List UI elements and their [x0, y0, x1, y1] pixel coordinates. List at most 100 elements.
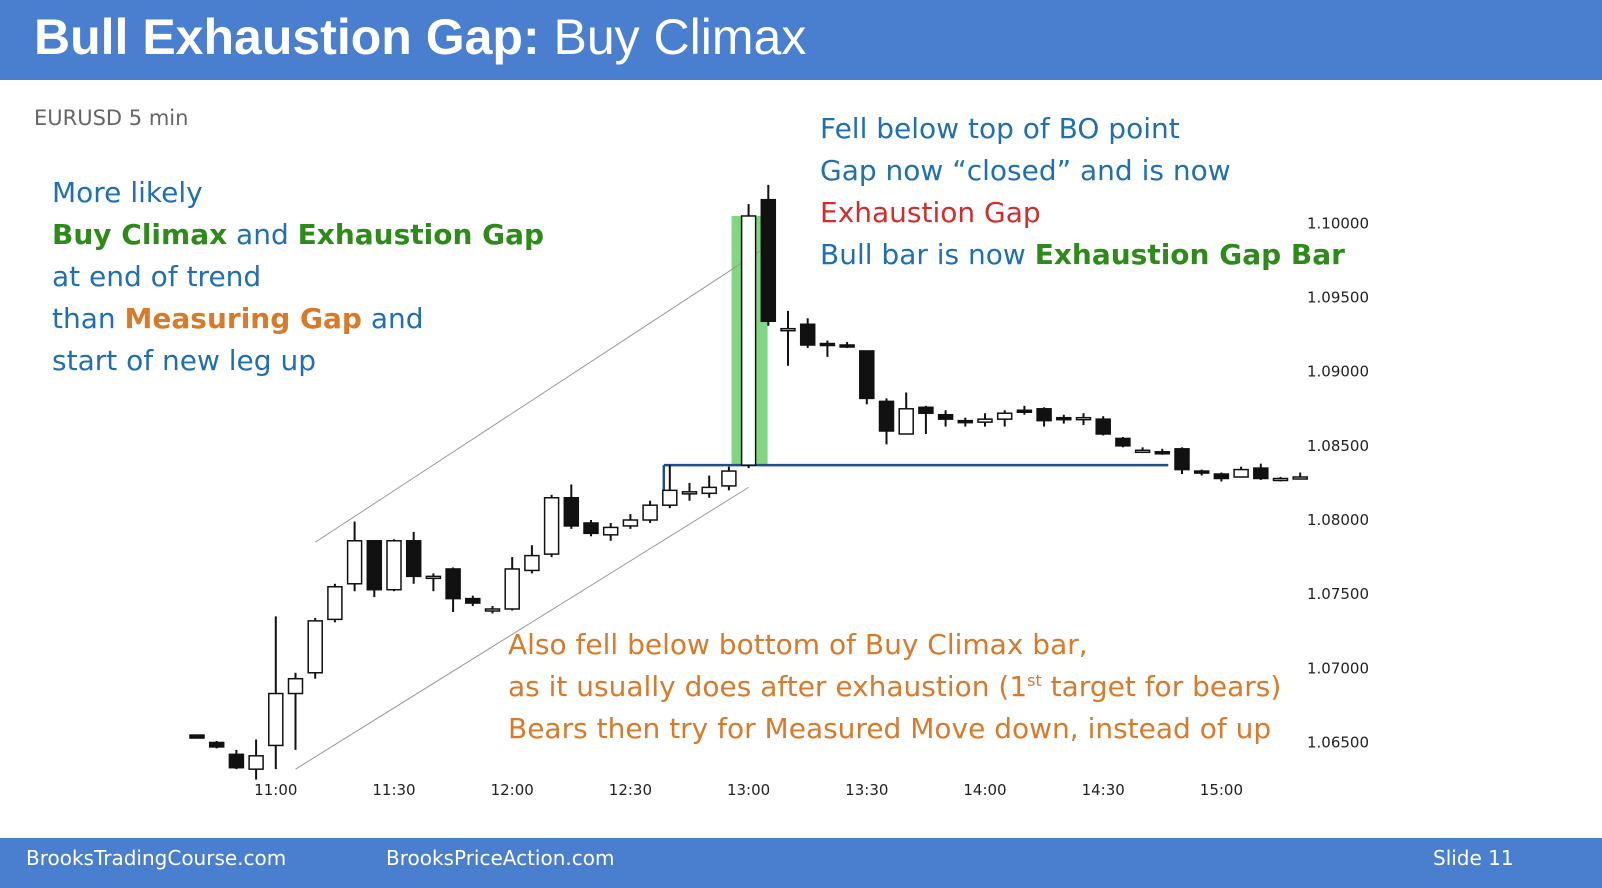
- y-tick-label: 1.08500: [1307, 437, 1369, 455]
- bull-candle: [504, 568, 520, 610]
- bottom-note-line-2-b: target for bears): [1041, 670, 1282, 703]
- bull-candle: [662, 489, 678, 506]
- left-note-line-3: at end of trend: [52, 260, 262, 293]
- left-note-line-4: than Measuring Gap and: [52, 298, 544, 340]
- exhaustion-gap-bar-term: Exhaustion Gap Bar: [1034, 238, 1345, 271]
- x-tick-label: 11:00: [254, 781, 297, 799]
- bull-candle: [1075, 416, 1092, 421]
- x-tick-label: 15:00: [1200, 781, 1243, 799]
- x-tick-label: 11:30: [372, 781, 415, 799]
- bull-candle: [996, 412, 1013, 420]
- title-bar: Bull Exhaustion Gap: Buy Climax: [0, 0, 1602, 80]
- y-tick-label: 1.06500: [1307, 733, 1369, 751]
- right-note-prefix: Bull bar is now: [820, 238, 1035, 271]
- y-tick-label: 1.09000: [1307, 363, 1369, 381]
- bear-candle: [1095, 418, 1111, 435]
- exhaustion-gap-term: Exhaustion Gap: [297, 218, 545, 251]
- right-note-line-2: Gap now “closed” and is now: [820, 154, 1231, 187]
- bull-candle: [602, 526, 619, 536]
- x-tick-label: 14:30: [1082, 781, 1125, 799]
- bottom-note-line-1: Also fell below bottom of Buy Climax bar…: [508, 628, 1088, 661]
- chart-symbol-label: EURUSD 5 min: [34, 106, 189, 130]
- bull-candle: [287, 677, 304, 695]
- right-note-line-1: Fell below top of BO point: [820, 112, 1180, 145]
- bull-candle: [701, 486, 717, 495]
- right-note-line-3: Exhaustion Gap: [820, 196, 1041, 229]
- x-tick-label: 13:00: [727, 781, 770, 799]
- bull-candle: [1272, 477, 1289, 482]
- bull-candle: [1292, 476, 1308, 480]
- x-tick-label: 12:00: [491, 781, 534, 799]
- bear-candle: [208, 741, 225, 748]
- bear-candle: [563, 497, 580, 527]
- bear-candle: [1193, 470, 1210, 474]
- bear-candle: [799, 323, 816, 346]
- bear-candle: [366, 540, 383, 591]
- bottom-note-line-3: Bears then try for Measured Move down, i…: [508, 712, 1272, 745]
- bear-candle: [760, 198, 777, 323]
- y-tick-label: 1.07000: [1307, 659, 1369, 677]
- bear-candle: [189, 734, 205, 739]
- bull-candle: [740, 215, 757, 466]
- x-tick-label: 14:00: [963, 781, 1006, 799]
- bear-candle: [583, 522, 599, 535]
- bull-candle: [268, 692, 284, 747]
- bull-candle: [484, 608, 501, 612]
- bear-candle: [839, 344, 855, 348]
- trend-channel-line-upper: [314, 245, 769, 543]
- bull-candle: [681, 491, 698, 495]
- bull-candle: [642, 504, 658, 521]
- bear-candle: [1115, 437, 1131, 447]
- bear-candle: [465, 597, 481, 604]
- footer-site-link[interactable]: BrooksPriceAction.com: [386, 846, 615, 870]
- bear-candle: [1056, 416, 1072, 421]
- bull-candle: [386, 540, 402, 591]
- bear-candle: [957, 419, 974, 424]
- right-annotation: Fell below top of BO point Gap now “clos…: [820, 108, 1345, 276]
- left-annotation: More likely Buy Climax and Exhaustion Ga…: [52, 172, 544, 382]
- bear-candle: [405, 540, 422, 578]
- left-note-and-2: and: [361, 302, 424, 335]
- bear-candle: [878, 400, 895, 432]
- bull-candle: [1233, 468, 1249, 478]
- right-note-line-4: Bull bar is now Exhaustion Gap Bar: [820, 234, 1345, 276]
- bear-candle: [1016, 409, 1033, 414]
- bull-candle: [977, 418, 993, 423]
- slide-title-bold: Bull Exhaustion Gap:: [34, 9, 540, 65]
- left-note-line-1: More likely: [52, 176, 203, 209]
- bear-candle: [228, 753, 245, 769]
- bear-candle: [1036, 408, 1052, 422]
- bull-candle: [248, 755, 264, 770]
- bull-candle: [346, 540, 363, 585]
- bottom-annotation: Also fell below bottom of Buy Climax bar…: [508, 624, 1281, 750]
- y-tick-label: 1.09500: [1307, 289, 1369, 307]
- bear-candle: [819, 342, 836, 347]
- bear-candle: [1154, 451, 1171, 455]
- slide-title: Bull Exhaustion Gap: Buy Climax: [34, 6, 806, 68]
- footer-course-link[interactable]: BrooksTradingCourse.com: [26, 846, 287, 870]
- left-note-line-2: Buy Climax and Exhaustion Gap: [52, 214, 544, 256]
- ordinal-suffix: st: [1027, 671, 1042, 690]
- bull-candle: [307, 620, 323, 674]
- bull-candle: [327, 585, 343, 621]
- bear-candle: [1213, 473, 1230, 480]
- x-tick-label: 12:30: [609, 781, 652, 799]
- measuring-gap-term: Measuring Gap: [124, 302, 362, 335]
- slide-title-rest: Buy Climax: [539, 9, 807, 65]
- bear-candle: [1253, 467, 1269, 480]
- trend-channel-line-lower: [295, 486, 749, 770]
- bull-candle: [425, 575, 442, 580]
- y-tick-label: 1.08000: [1307, 511, 1369, 529]
- left-note-and: and: [227, 218, 298, 251]
- buy-climax-term: Buy Climax: [52, 218, 228, 251]
- bottom-note-line-2: as it usually does after exhaustion (1st…: [508, 666, 1281, 708]
- bull-candle: [524, 554, 540, 572]
- bear-candle: [937, 413, 954, 420]
- bull-candle: [898, 408, 914, 435]
- bull-candle: [721, 470, 737, 487]
- bull-candle: [780, 327, 796, 332]
- slide-number: Slide 11: [1433, 846, 1514, 870]
- bottom-note-line-2-a: as it usually does after exhaustion (1: [508, 670, 1028, 703]
- bear-candle: [445, 568, 461, 600]
